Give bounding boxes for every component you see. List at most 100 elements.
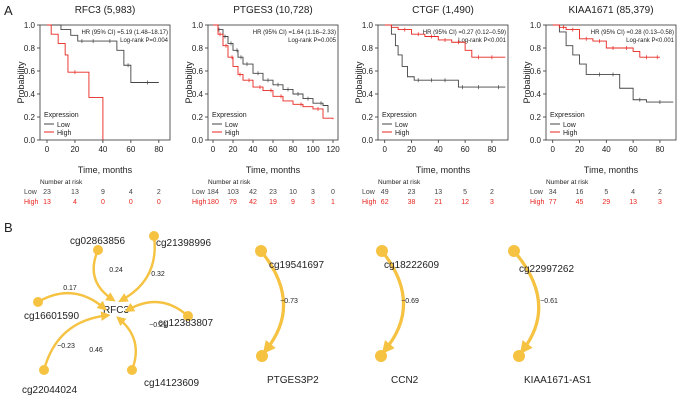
risk-value-high: 77 — [549, 199, 557, 206]
x-tick-label: 60 — [269, 145, 278, 154]
risk-value-high: 12 — [461, 199, 469, 206]
risk-row-label-low: Low — [24, 189, 38, 196]
risk-row-label-low: Low — [530, 189, 544, 196]
edge-cg18222609 — [380, 250, 406, 354]
x-tick-label: 120 — [326, 145, 340, 154]
risk-row-label-high: High — [192, 199, 207, 206]
risk-value-high: 13 — [43, 199, 51, 206]
x-tick-label: 20 — [70, 145, 79, 154]
y-axis-label: Probability — [354, 61, 364, 104]
risk-row-label-high: High — [530, 199, 545, 206]
y-tick-label: 0.2 — [362, 113, 374, 122]
y-axis-label: Probability — [16, 61, 26, 104]
node-label-CCN2: CCN2 — [391, 375, 419, 386]
risk-value-high: 62 — [381, 199, 389, 206]
risk-value-low: 5 — [604, 189, 608, 196]
risk-value-low: 2 — [658, 189, 662, 196]
edge-cg22997262 — [512, 249, 541, 355]
node-label-cg22997262: cg22997262 — [519, 264, 574, 275]
km-panels: RFC3 (5,983)0.00.20.40.60.81.00 20 40 60 80P… — [16, 5, 677, 206]
risk-value-low: 9 — [101, 189, 105, 196]
edge-cg19541697 — [259, 249, 286, 354]
node-label-cg02863856: cg02863856 — [70, 236, 125, 247]
node-cg22044024 — [39, 365, 49, 375]
x-tick-label: 100 — [306, 145, 320, 154]
x-axis-label: Time, months — [416, 165, 471, 175]
x-tick-label: 40 — [434, 145, 443, 154]
risk-value-low: 13 — [71, 189, 79, 196]
plot-frame — [377, 24, 509, 141]
risk-table-title: Number at risk — [378, 179, 421, 186]
risk-value-high: 0 — [157, 199, 161, 206]
node-cg14123609 — [127, 365, 137, 375]
network-panel: RFC3 cg02863856 0.24 cg21398996 0.32 cg166015… — [22, 231, 592, 396]
x-tick-label: 20 — [575, 145, 584, 154]
x-tick-label: 0 — [382, 145, 387, 154]
risk-table-title: Number at risk — [546, 179, 589, 186]
x-tick-label: 80 — [655, 145, 664, 154]
risk-value-low: 103 — [227, 189, 239, 196]
legend-label-low: Low — [57, 122, 71, 129]
chart-title: CTGF (1,490) — [412, 5, 474, 16]
chart-title: PTGES3 (10,728) — [233, 5, 312, 16]
legend-label-low: Low — [225, 122, 239, 129]
edge-cg02863856 — [92, 249, 116, 302]
km-curve-high — [46, 24, 104, 140]
risk-value-low: 16 — [576, 189, 584, 196]
edge-cg22044024 — [42, 311, 111, 371]
edge-cg16601590 — [37, 291, 107, 311]
edge-weight: 0.24 — [109, 267, 123, 274]
y-tick-label: 0.6 — [362, 67, 374, 76]
risk-value-low: 5 — [463, 189, 467, 196]
risk-value-high: 180 — [207, 199, 219, 206]
x-tick-label: 80 — [289, 145, 298, 154]
km-chart-3: CTGF (1,490) 0.0 0.2 0.4 0.6 0.8 1.0 0 20 40 60 80 P… — [354, 5, 509, 206]
node-PTGES3P2 — [256, 350, 268, 362]
edge-weight: −0.21 — [149, 322, 167, 329]
risk-value-high: 3 — [658, 199, 662, 206]
risk-value-high: 79 — [229, 199, 237, 206]
edge-weight: 0.46 — [89, 347, 103, 354]
risk-value-low: 23 — [269, 189, 277, 196]
p-value-text: Log-rank P<0.001 — [458, 38, 507, 44]
legend-label-high: High — [563, 130, 578, 137]
chart-title: RFC3 (5,983) — [75, 5, 136, 16]
node-label-cg21398996: cg21398996 — [156, 238, 211, 249]
legend-title: Expression — [212, 112, 247, 119]
plot-frame — [39, 24, 171, 141]
legend-label-high: High — [57, 130, 72, 137]
risk-value-low: 49 — [381, 189, 389, 196]
risk-value-low: 23 — [43, 189, 51, 196]
node-label-cg18222609: cg18222609 — [384, 260, 439, 271]
risk-value-high: 0 — [129, 199, 133, 206]
x-tick-label: 80 — [487, 145, 496, 154]
x-tick-label: 20 — [407, 145, 416, 154]
y-tick-label: 1.0 — [530, 21, 542, 30]
edge-cg14123609 — [116, 316, 137, 371]
risk-value-high: 21 — [434, 199, 442, 206]
legend-title: Expression — [550, 112, 585, 119]
node-label-cg19541697: cg19541697 — [269, 260, 324, 271]
y-tick-label: 0.8 — [362, 44, 374, 53]
node-cg12383807 — [183, 311, 193, 321]
node-label-center: RFC3 — [103, 305, 130, 316]
risk-value-low: 184 — [207, 189, 219, 196]
p-value-text: Log-rank P=0.004 — [120, 38, 169, 44]
node-label-cg14123609: cg14123609 — [144, 378, 199, 389]
y-tick-label: 0.2 — [530, 113, 542, 122]
legend-label-high: High — [225, 130, 240, 137]
edge-weight: −0.69 — [401, 298, 419, 305]
risk-value-low: 42 — [249, 189, 257, 196]
node-cg18222609 — [376, 245, 388, 257]
x-tick-label: 0 — [211, 145, 216, 154]
risk-value-high: 45 — [576, 199, 584, 206]
risk-row-label-low: Low — [362, 189, 376, 196]
risk-value-high: 13 — [629, 199, 637, 206]
risk-value-high: 3 — [490, 199, 494, 206]
y-tick-label: 0.8 — [530, 44, 542, 53]
legend-label-low: Low — [395, 122, 409, 129]
y-tick-label: 0.4 — [24, 90, 36, 99]
km-chart-2: PTGES3 (10,728) 0.0 0.2 0.4 0.6 0.8 1.0 0 20 40 60… — [184, 5, 340, 206]
y-tick-label: 0.6 — [24, 67, 36, 76]
y-tick-label: 0.6 — [530, 67, 542, 76]
